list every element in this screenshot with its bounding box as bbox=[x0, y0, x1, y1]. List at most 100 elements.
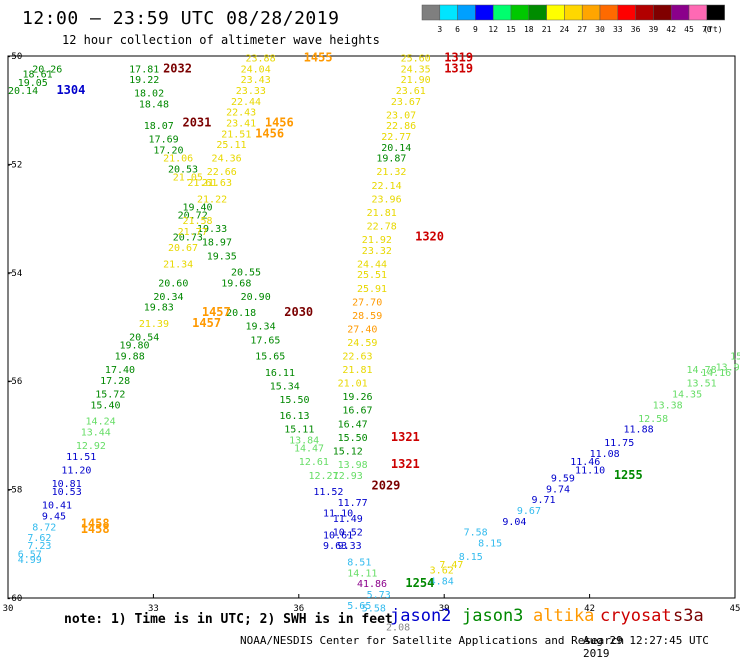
scale-label: 42 bbox=[666, 25, 676, 34]
wave-height-label: 23.07 bbox=[386, 110, 416, 121]
wave-height-label: 22.66 bbox=[207, 167, 237, 178]
pass-number-label: 2031 bbox=[182, 115, 211, 129]
wave-height-label: 4.99 bbox=[18, 555, 42, 566]
pass-number-label: 1319 bbox=[444, 61, 473, 75]
wave-height-label: 7.23 bbox=[27, 541, 51, 552]
wave-height-label: 5.65 bbox=[347, 601, 371, 612]
y-tick-label: -60 bbox=[6, 594, 22, 604]
wave-height-label: 13.84 bbox=[289, 436, 319, 447]
wave-height-label: 23.96 bbox=[372, 194, 402, 205]
pass-number-label: 1254 bbox=[405, 576, 434, 590]
wave-height-label: 15.40 bbox=[90, 400, 120, 411]
pass-number-label: 1457 bbox=[202, 305, 231, 319]
x-tick-label: 30 bbox=[3, 604, 14, 614]
wave-height-label: 23.67 bbox=[391, 97, 421, 108]
page-subtitle: 12 hour collection of altimeter wave hei… bbox=[62, 33, 380, 47]
wave-height-label: 22.63 bbox=[342, 352, 372, 363]
wave-height-label: 21.77 bbox=[178, 227, 208, 238]
wave-height-label: 20.55 bbox=[231, 268, 261, 279]
wave-height-label: 15.34 bbox=[270, 381, 300, 392]
scale-label: 15 bbox=[506, 25, 516, 34]
wave-height-label: 14.47 bbox=[294, 444, 324, 455]
scale-label: 12 bbox=[488, 25, 498, 34]
wave-height-label: 20.34 bbox=[153, 292, 183, 303]
satellite-jason3: jason3 bbox=[462, 606, 524, 626]
wave-height-label: 16.47 bbox=[338, 419, 368, 430]
pass-number-label: 1457 bbox=[192, 316, 221, 330]
wave-height-label: 9.04 bbox=[502, 517, 526, 528]
wave-height-label: 11.10 bbox=[323, 509, 353, 520]
wave-height-label: 8.72 bbox=[32, 522, 56, 533]
wave-height-label: 14.11 bbox=[347, 568, 377, 579]
wave-height-label: 19.22 bbox=[129, 75, 159, 86]
scale-label: 33 bbox=[613, 25, 623, 34]
wave-height-label: 19.83 bbox=[144, 303, 174, 314]
wave-height-label: 17.28 bbox=[100, 376, 130, 387]
wave-height-label: 21.34 bbox=[163, 259, 193, 270]
wave-height-label: 19.80 bbox=[119, 341, 149, 352]
wave-height-label: 12.27 bbox=[308, 471, 338, 482]
y-tick-label: -50 bbox=[6, 52, 22, 62]
wave-height-label: 22.44 bbox=[231, 97, 261, 108]
wave-height-label: 19.26 bbox=[342, 392, 372, 403]
wave-height-label: 17.20 bbox=[153, 146, 183, 157]
wave-height-label: 21.22 bbox=[197, 194, 227, 205]
y-tick-label: -54 bbox=[6, 269, 22, 279]
wave-height-label: 18.48 bbox=[139, 99, 169, 110]
footer-note: note: 1) Time is in UTC; 2) SWH is in fe… bbox=[64, 612, 393, 627]
wave-height-label: 21.32 bbox=[376, 167, 406, 178]
wave-height-label: 28.59 bbox=[352, 311, 382, 322]
wave-height-label: 18.02 bbox=[134, 89, 164, 100]
wave-height-label: 21.61 bbox=[187, 178, 217, 189]
x-tick-label: 39 bbox=[439, 604, 450, 614]
wave-height-label: 17.65 bbox=[250, 335, 280, 346]
pass-number-label: 1304 bbox=[56, 83, 85, 97]
pass-number-label: 1458 bbox=[81, 522, 110, 536]
wave-height-label: 19.33 bbox=[197, 224, 227, 235]
wave-height-label: 21.01 bbox=[338, 379, 368, 390]
plot-frame bbox=[7, 55, 736, 599]
wave-height-label: 23.33 bbox=[236, 86, 266, 97]
x-tick-label: 36 bbox=[293, 604, 304, 614]
wave-height-label: 15.12 bbox=[333, 446, 363, 457]
wave-height-label: 22.86 bbox=[386, 121, 416, 132]
wave-height-label: 11.20 bbox=[61, 465, 91, 476]
wave-height-label: 12.92 bbox=[76, 441, 106, 452]
wave-height-label: 19.35 bbox=[207, 251, 237, 262]
wave-height-label: 20.14 bbox=[8, 86, 38, 97]
wave-height-label: 9.63 bbox=[323, 541, 347, 552]
wave-height-label: 13.98 bbox=[338, 460, 368, 471]
wave-height-label: 7.62 bbox=[27, 533, 51, 544]
wave-height-label: 9.33 bbox=[338, 541, 362, 552]
wave-height-label: 10.52 bbox=[333, 528, 363, 539]
wave-height-label: 27.70 bbox=[352, 297, 382, 308]
wave-height-label: 19.68 bbox=[221, 278, 251, 289]
wave-height-label: 12.93 bbox=[333, 471, 363, 482]
wave-height-label: 13.44 bbox=[81, 427, 111, 438]
wave-height-label: 11.88 bbox=[624, 425, 654, 436]
wave-height-label: 13.51 bbox=[687, 379, 717, 390]
scale-label: 9 bbox=[473, 25, 478, 34]
wave-height-label: 9.59 bbox=[551, 473, 575, 484]
wave-height-label: 24.04 bbox=[241, 64, 271, 75]
scale-label: 39 bbox=[649, 25, 659, 34]
wave-height-label: 6.57 bbox=[18, 549, 42, 560]
wave-height-label: 22.14 bbox=[372, 181, 402, 192]
wave-height-label: 8.51 bbox=[347, 557, 371, 568]
wave-height-label: 20.60 bbox=[158, 278, 188, 289]
x-tick-label: 45 bbox=[730, 604, 740, 614]
wave-height-label: 24.59 bbox=[347, 338, 377, 349]
scale-label: 6 bbox=[455, 25, 460, 34]
wave-height-label: 11.08 bbox=[590, 449, 620, 460]
wave-height-label: 16.67 bbox=[342, 406, 372, 417]
wave-height-label: 15. bbox=[730, 352, 740, 363]
wave-height-label: 11.10 bbox=[575, 465, 605, 476]
scale-label: 30 bbox=[595, 25, 605, 34]
wave-height-label: 14.78 bbox=[687, 365, 717, 376]
wave-height-label: 21.81 bbox=[342, 365, 372, 376]
wave-height-label: 17.40 bbox=[105, 365, 135, 376]
wave-height-label: 18.61 bbox=[23, 70, 53, 81]
pass-number-label: 1456 bbox=[255, 126, 284, 140]
wave-height-label: 21.06 bbox=[163, 154, 193, 165]
wave-height-label: 22.77 bbox=[381, 132, 411, 143]
